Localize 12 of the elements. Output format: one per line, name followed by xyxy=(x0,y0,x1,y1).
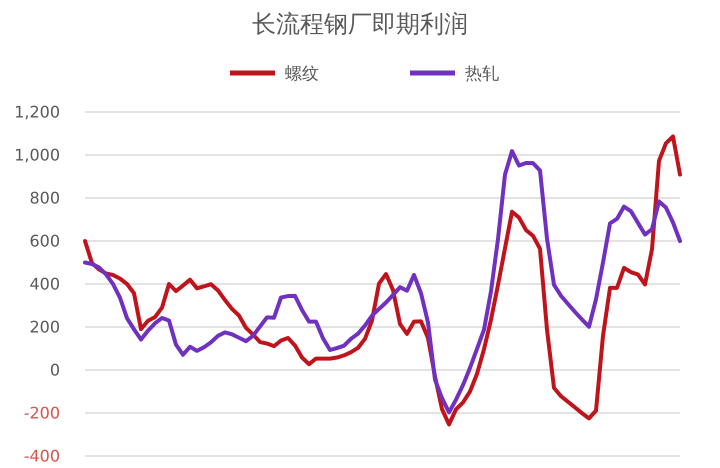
y-tick-label: 0 xyxy=(50,360,60,380)
y-tick-label: -400 xyxy=(24,446,60,466)
y-tick-label: 800 xyxy=(29,188,60,208)
legend-label: 螺纹 xyxy=(285,64,319,84)
y-tick-label: 400 xyxy=(29,274,60,294)
y-tick-label: -200 xyxy=(24,404,60,423)
y-tick-label: 1,200 xyxy=(14,102,60,122)
y-tick-label: 600 xyxy=(29,232,60,251)
chart-title: 长流程钢厂即期利润 xyxy=(252,10,468,38)
y-tick-label: 200 xyxy=(29,318,60,337)
legend-label: 热轧 xyxy=(465,64,499,84)
y-tick-label: 1,000 xyxy=(14,146,60,165)
